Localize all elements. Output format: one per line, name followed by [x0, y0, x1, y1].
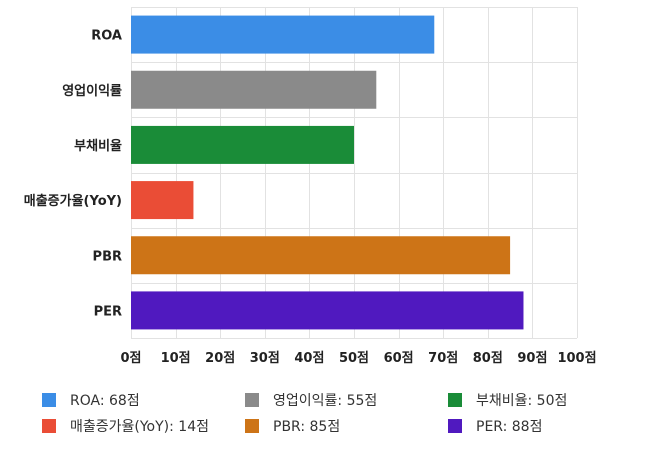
x-tick-label: 100점 [557, 351, 596, 366]
bar [131, 236, 511, 275]
x-tick-label: 90점 [517, 351, 547, 366]
x-tick-labels: 0점 10점 20점 30점 40점 50점 60점 70점 80점 90점 100점 [120, 351, 596, 366]
bar [131, 181, 194, 220]
legend-swatch [245, 419, 259, 433]
category-label: 영업이익률 [62, 83, 122, 99]
legend-label: ROA: 68점 [70, 393, 140, 409]
legend-item-pbr[interactable]: PBR: 85점 [245, 416, 340, 436]
legend-swatch [448, 393, 462, 407]
legend-item-revenue-growth[interactable]: 매출증가율(YoY): 14점 [42, 416, 209, 436]
legend-label: 부채비율: 50점 [476, 393, 568, 409]
x-tick-label: 30점 [250, 351, 280, 366]
legend-swatch [448, 419, 462, 433]
category-label: ROA [91, 29, 122, 44]
bar [131, 291, 524, 330]
bar [131, 15, 435, 54]
x-tick-label: 40점 [294, 351, 324, 366]
category-label: 매출증가율(YoY) [24, 193, 122, 209]
category-label: PER [94, 304, 122, 319]
x-tick-label: 0점 [120, 351, 141, 366]
x-tick-label: 50점 [339, 351, 369, 366]
category-label: 부채비율 [74, 138, 122, 154]
legend-item-operating-margin[interactable]: 영업이익률: 55점 [245, 390, 377, 410]
legend-swatch [42, 393, 56, 407]
legend-item-per[interactable]: PER: 88점 [448, 416, 542, 436]
legend-swatch [42, 419, 56, 433]
legend-swatch [245, 393, 259, 407]
x-tick-label: 10점 [161, 351, 191, 366]
x-tick-label: 60점 [384, 351, 414, 366]
category-label: PBR [93, 249, 122, 264]
legend-label: 영업이익률: 55점 [273, 393, 378, 409]
legend-label: 매출증가율(YoY): 14점 [70, 419, 209, 435]
legend-item-roa[interactable]: ROA: 68점 [42, 390, 140, 410]
bar [131, 70, 377, 109]
legend-label: PBR: 85점 [273, 419, 341, 435]
x-tick-label: 20점 [205, 351, 235, 366]
x-tick-label: 80점 [473, 351, 503, 366]
bars [131, 15, 524, 330]
legend: ROA: 68점 영업이익률: 55점 부채비율: 50점 매출증가율(YoY)… [0, 388, 650, 444]
bar [131, 125, 354, 164]
x-tick-label: 70점 [428, 351, 458, 366]
grid [131, 7, 578, 339]
legend-item-debt-ratio[interactable]: 부채비율: 50점 [448, 390, 567, 410]
legend-label: PER: 88점 [476, 419, 543, 435]
